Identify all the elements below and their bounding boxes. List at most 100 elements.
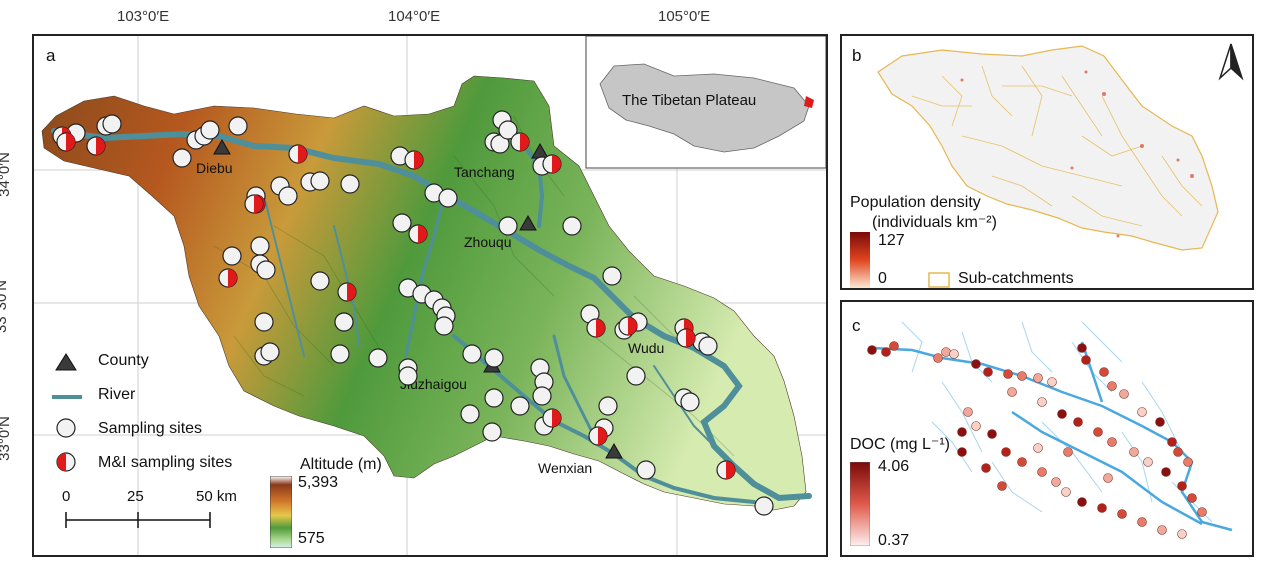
doc-site bbox=[1001, 447, 1011, 457]
scale-bar bbox=[65, 512, 211, 528]
town-label-jiuzhaigou: Jiuzhaigou bbox=[400, 376, 467, 392]
north-arrow-icon bbox=[1218, 43, 1244, 81]
mi-site-half bbox=[552, 155, 561, 173]
sampling-site bbox=[310, 271, 330, 291]
mi-site-half bbox=[552, 409, 561, 427]
mi-site-half bbox=[596, 319, 605, 337]
doc-site bbox=[1137, 407, 1147, 417]
sampling-site bbox=[484, 348, 504, 368]
doc-site bbox=[981, 463, 991, 473]
legend-mi-site-symbol bbox=[57, 453, 66, 471]
town-label-tanchang: Tanchang bbox=[454, 164, 515, 180]
doc-site bbox=[1033, 443, 1043, 453]
mi-site-half bbox=[520, 133, 529, 151]
doc-site bbox=[1173, 447, 1183, 457]
doc-site bbox=[1077, 343, 1087, 353]
doc-max: 4.06 bbox=[878, 458, 910, 475]
sampling-site bbox=[438, 188, 458, 208]
doc-site bbox=[1103, 473, 1113, 483]
popdens-min: 0 bbox=[878, 270, 887, 287]
population-density-map bbox=[877, 45, 1219, 251]
sampling-site bbox=[200, 120, 220, 140]
doc-site bbox=[867, 345, 877, 355]
doc-site bbox=[971, 421, 981, 431]
sampling-site bbox=[228, 116, 248, 136]
altitude-title: Altitude (m) bbox=[300, 456, 382, 473]
doc-site bbox=[881, 347, 891, 357]
doc-site bbox=[1063, 447, 1073, 457]
main-river bbox=[51, 128, 812, 502]
doc-site bbox=[889, 341, 899, 351]
mi-site-half bbox=[686, 329, 695, 347]
legend-mi-sampling-sites: M&I sampling sites bbox=[98, 454, 233, 471]
doc-site bbox=[1099, 367, 1109, 377]
doc-site bbox=[1077, 497, 1087, 507]
doc-sites bbox=[867, 341, 1207, 539]
doc-site bbox=[957, 427, 967, 437]
study-area-marker bbox=[804, 96, 814, 108]
mi-site-half bbox=[418, 225, 427, 243]
altitude-ramp bbox=[270, 476, 292, 548]
sampling-site bbox=[460, 404, 480, 424]
doc-ramp bbox=[850, 462, 870, 546]
doc-site bbox=[983, 367, 993, 377]
mi-site-half bbox=[726, 461, 735, 479]
doc-site bbox=[1051, 477, 1061, 487]
doc-site bbox=[1033, 373, 1043, 383]
sampling-site bbox=[602, 266, 622, 286]
mi-site-half bbox=[228, 269, 237, 287]
mi-site-half bbox=[96, 137, 105, 155]
town-label-diebu: Diebu bbox=[196, 160, 233, 176]
mi-site-half bbox=[347, 283, 356, 301]
sampling-site bbox=[754, 496, 774, 516]
doc-site bbox=[1167, 437, 1177, 447]
inset-label: The Tibetan Plateau bbox=[622, 92, 757, 109]
doc-site bbox=[1143, 457, 1153, 467]
doc-site bbox=[1017, 371, 1027, 381]
doc-site bbox=[1183, 457, 1193, 467]
sampling-site bbox=[172, 148, 192, 168]
sampling-site bbox=[250, 236, 270, 256]
panel-c-map: c DOC (mg L⁻¹) 4.06 0.37 bbox=[840, 300, 1254, 557]
lat-tick-33: 33°0′N bbox=[0, 416, 13, 461]
tibetan-plateau-shape bbox=[599, 63, 810, 153]
doc-site bbox=[949, 349, 959, 359]
doc-site bbox=[987, 429, 997, 439]
panel-b-label: b bbox=[852, 46, 862, 65]
sampling-site bbox=[434, 316, 454, 336]
doc-site bbox=[997, 481, 1007, 491]
town-label-wenxian: Wenxian bbox=[538, 460, 593, 476]
doc-site bbox=[1057, 409, 1067, 419]
panel-a-label: a bbox=[46, 46, 56, 65]
sampling-site bbox=[334, 312, 354, 332]
sampling-site bbox=[398, 366, 418, 386]
popdens-max: 127 bbox=[878, 232, 905, 249]
sampling-site bbox=[254, 312, 274, 332]
sampling-site bbox=[368, 348, 388, 368]
doc-site bbox=[1157, 525, 1167, 535]
panel-b-map: b Population density (individuals km⁻²) … bbox=[840, 34, 1254, 290]
mi-site-half bbox=[598, 427, 607, 445]
lon-tick-103: 103°0′E bbox=[117, 8, 170, 25]
popdens-legend-title: Population density bbox=[850, 194, 981, 211]
sampling-site bbox=[256, 260, 276, 280]
mi-site-half bbox=[298, 145, 307, 163]
panel-c-label: c bbox=[852, 316, 861, 335]
sampling-site bbox=[102, 114, 122, 134]
sampling-site bbox=[498, 216, 518, 236]
sampling-site bbox=[222, 246, 242, 266]
doc-site bbox=[957, 447, 967, 457]
inset-map bbox=[585, 36, 826, 169]
doc-site bbox=[1155, 417, 1165, 427]
sampling-site bbox=[392, 213, 412, 233]
legend-sampling-sites: Sampling sites bbox=[98, 420, 203, 437]
mi-site-half bbox=[414, 151, 423, 169]
sampling-site bbox=[482, 422, 502, 442]
doc-site bbox=[1161, 467, 1171, 477]
sampling-site bbox=[484, 388, 504, 408]
legend-symbols bbox=[52, 353, 82, 472]
legend-county-symbol bbox=[55, 353, 77, 371]
doc-site bbox=[1117, 509, 1127, 519]
doc-site bbox=[1107, 381, 1117, 391]
lat-tick-33-30: 33°30′N bbox=[0, 279, 11, 334]
